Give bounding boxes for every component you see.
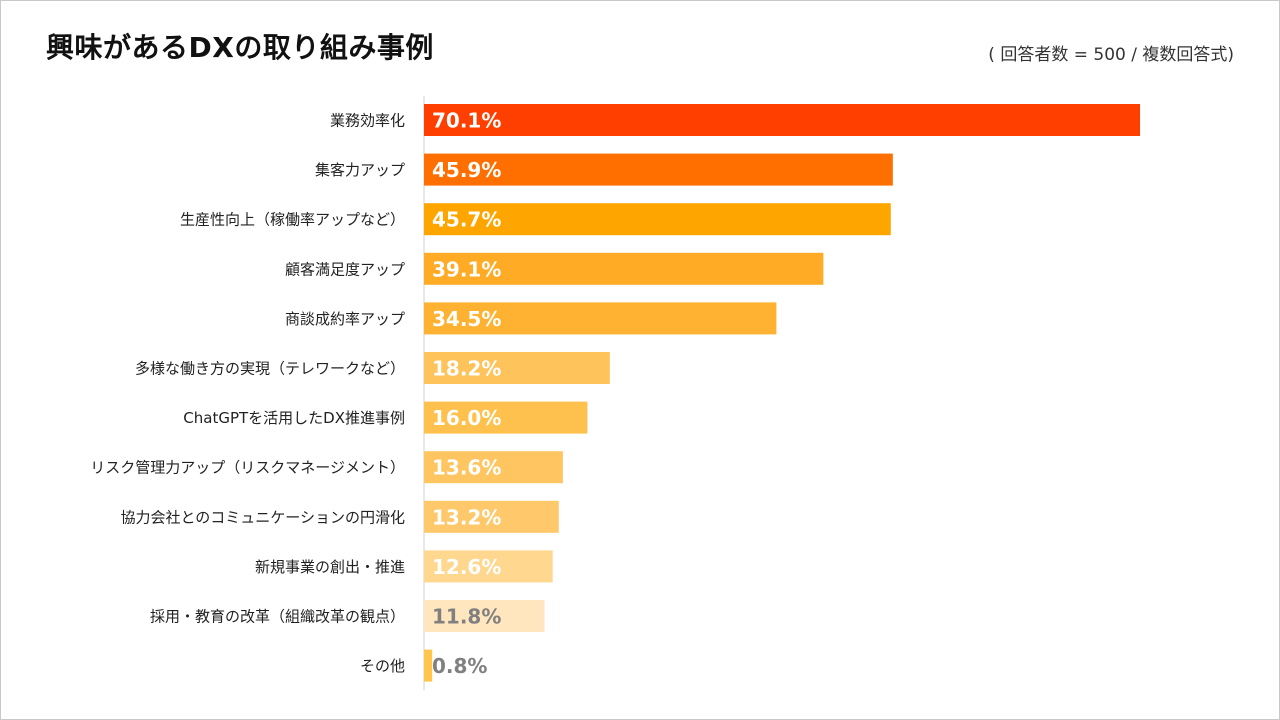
category-label: 多様な働き方の実現（テレワークなど） bbox=[135, 360, 405, 378]
bar-9 bbox=[424, 500, 559, 533]
value-label: 12.6% bbox=[432, 555, 501, 579]
value-label: 39.1% bbox=[432, 257, 501, 281]
value-label: 0.8% bbox=[432, 654, 487, 678]
category-label: 商談成約率アップ bbox=[285, 310, 405, 328]
category-label: 業務効率化 bbox=[330, 112, 405, 130]
category-label: 生産性向上（稼働率アップなど） bbox=[180, 211, 405, 229]
category-label: ChatGPTを活用したDX推進事例 bbox=[183, 409, 405, 427]
value-label: 13.6% bbox=[432, 456, 501, 480]
bar-5 bbox=[424, 302, 777, 335]
category-label: 集客力アップ bbox=[315, 161, 405, 179]
value-label: 45.7% bbox=[432, 208, 501, 232]
respondent-note: ( 回答者数 = 500 / 複数回答式) bbox=[988, 45, 1234, 65]
category-label: 顧客満足度アップ bbox=[285, 260, 405, 278]
chart-title: 興味があるDXの取り組み事例 bbox=[46, 31, 434, 64]
value-label: 45.9% bbox=[432, 158, 501, 182]
bar-1 bbox=[424, 104, 1140, 136]
bar-8 bbox=[424, 451, 563, 484]
category-label: 新規事業の創出・推進 bbox=[255, 558, 405, 576]
value-label: 34.5% bbox=[432, 307, 501, 331]
bar-4 bbox=[424, 252, 824, 285]
value-label: 18.2% bbox=[432, 357, 501, 381]
bar-2 bbox=[424, 153, 893, 186]
category-label: 採用・教育の改革（組織改革の観点） bbox=[150, 608, 405, 626]
value-label: 13.2% bbox=[432, 505, 501, 529]
bar-7 bbox=[424, 401, 588, 434]
category-label: その他 bbox=[360, 657, 405, 675]
value-label: 11.8% bbox=[432, 605, 501, 629]
bar-11 bbox=[424, 600, 545, 632]
category-label: リスク管理力アップ（リスクマネージメント） bbox=[90, 459, 405, 477]
category-label: 協力会社とのコミュニケーションの円滑化 bbox=[120, 508, 405, 526]
value-label: 70.1% bbox=[432, 109, 501, 133]
bar-6 bbox=[424, 352, 610, 384]
bar-10 bbox=[424, 550, 553, 583]
bars-group: 業務効率化 70.1% 集客力アップ 45.9% 生産性向上（稼働率アップなど） 45.7… bbox=[90, 104, 1140, 682]
bar-3 bbox=[424, 203, 891, 236]
bar-12 bbox=[424, 649, 433, 682]
value-label: 16.0% bbox=[432, 406, 501, 430]
